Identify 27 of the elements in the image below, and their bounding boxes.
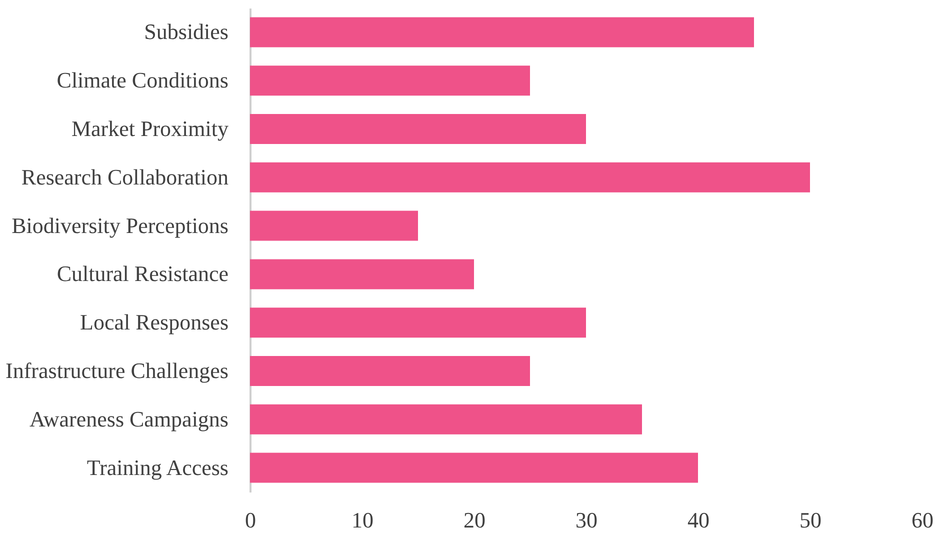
y-tick-label: Subsidies	[144, 19, 228, 44]
bar	[250, 17, 754, 48]
bar	[250, 259, 474, 290]
bar	[250, 404, 642, 434]
bar	[250, 308, 586, 338]
y-tick-label: Climate Conditions	[56, 68, 228, 93]
y-tick-label: Biodiversity Perceptions	[12, 212, 228, 238]
bar	[250, 66, 530, 96]
y-tick-label: Training Access	[86, 454, 228, 480]
x-tick-label: 60	[912, 508, 934, 532]
x-tick-label: 20	[464, 508, 486, 532]
y-tick-label: Cultural Resistance	[56, 261, 228, 286]
y-tick-label: Local Responses	[80, 310, 228, 335]
bar	[250, 356, 530, 386]
bar	[250, 162, 810, 192]
x-tick-label: 30	[576, 508, 598, 532]
x-tick-label: 10	[352, 508, 374, 532]
x-tick-label: 40	[688, 508, 710, 532]
x-tick-label: 50	[800, 508, 822, 532]
y-tick-label: Market Proximity	[71, 116, 228, 141]
x-tick-label: 0	[245, 508, 256, 532]
y-tick-label: Infrastructure Challenges	[6, 358, 228, 383]
bar	[250, 210, 418, 241]
bar	[250, 452, 698, 483]
bar	[250, 114, 586, 144]
y-tick-label: Awareness Campaigns	[30, 406, 228, 432]
y-tick-label: Research Collaboration	[21, 164, 228, 190]
